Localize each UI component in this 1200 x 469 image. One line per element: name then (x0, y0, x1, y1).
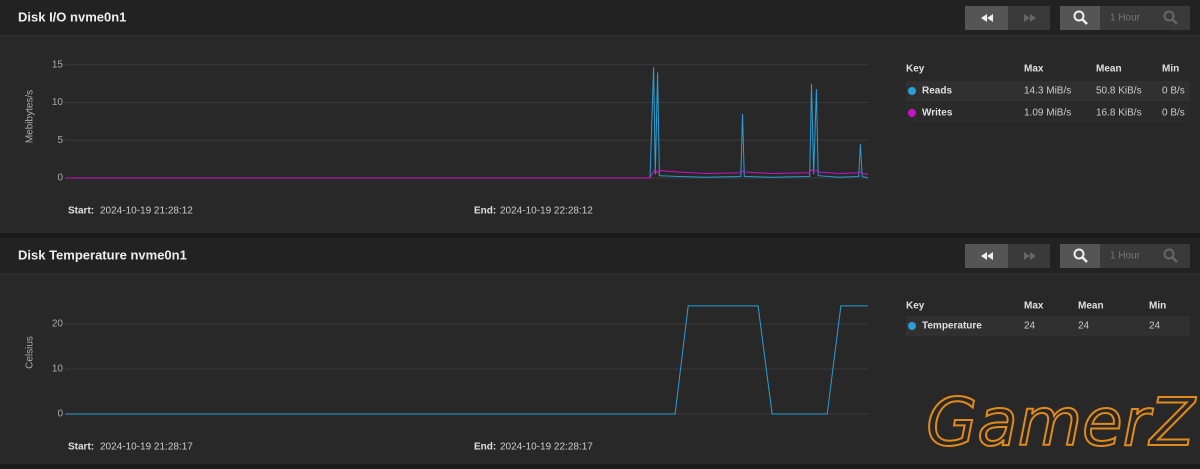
zoom-icon (1073, 10, 1085, 22)
legend-header: Mean (1096, 64, 1122, 75)
zoom-in-button[interactable] (1150, 244, 1190, 268)
zoom-icon (1171, 256, 1178, 263)
legend-header: Min (1149, 301, 1166, 312)
y-axis-label: Mebibytes/s (25, 90, 36, 143)
range-label: 1 Hour (1110, 13, 1141, 24)
watermark: GamerZ (926, 384, 1197, 461)
legend-header: Key (906, 64, 925, 75)
legend-stat: 24 (1149, 321, 1161, 332)
zoom-icon (1081, 18, 1088, 25)
range-button[interactable] (1100, 244, 1150, 268)
legend-name: Writes (922, 108, 953, 119)
legend-header: Key (906, 301, 925, 312)
legend-header: Mean (1078, 301, 1104, 312)
end-label: End: (474, 206, 496, 217)
zoom-out-button[interactable] (1060, 6, 1100, 30)
legend-stat: 14.3 MiB/s (1024, 86, 1071, 97)
start-label: Start: (68, 442, 94, 453)
series-line (65, 168, 869, 179)
y-tick-label: 5 (57, 135, 63, 146)
panel-title: Disk Temperature nvme0n1 (18, 247, 187, 262)
y-tick-label: 10 (52, 97, 64, 108)
forward-icon (1024, 14, 1036, 22)
zoom-out-button[interactable] (1060, 244, 1100, 268)
back-icon (981, 252, 993, 260)
range-button[interactable] (1100, 6, 1150, 30)
zoom-icon (1171, 18, 1178, 25)
zoom-icon (1081, 256, 1088, 263)
legend-name: Reads (922, 86, 952, 97)
zoom-in-button[interactable] (1150, 6, 1190, 30)
legend-header: Min (1162, 64, 1179, 75)
legend-header: Max (1024, 301, 1044, 312)
end-label: End: (474, 442, 496, 453)
series-line (65, 67, 869, 179)
legend-stat: 24 (1078, 321, 1090, 332)
legend-name: Temperature (922, 321, 982, 332)
y-axis-label: Celsius (25, 336, 36, 369)
y-tick-label: 10 (52, 364, 64, 375)
legend-stat: 0 B/s (1162, 108, 1185, 119)
end-value: 2024-10-19 22:28:12 (500, 206, 593, 217)
legend-stat: 0 B/s (1162, 86, 1185, 97)
y-tick-label: 0 (57, 409, 63, 420)
zoom-icon (1163, 10, 1175, 22)
legend-stat: 50.8 KiB/s (1096, 86, 1142, 97)
y-tick-label: 20 (52, 319, 64, 330)
start-value: 2024-10-19 21:28:12 (100, 206, 193, 217)
series-line (65, 305, 868, 415)
legend-header: Max (1024, 64, 1044, 75)
zoom-icon (1073, 248, 1085, 260)
back-icon (981, 14, 993, 22)
legend-swatch (908, 87, 916, 95)
legend-stat: 24 (1024, 321, 1036, 332)
zoom-icon (1163, 248, 1175, 260)
legend-swatch (908, 109, 916, 117)
forward-icon (1024, 252, 1036, 260)
legend-stat: 1.09 MiB/s (1024, 108, 1071, 119)
legend-row (906, 316, 1190, 336)
end-value: 2024-10-19 22:28:17 (500, 442, 593, 453)
legend-row (906, 103, 1190, 123)
panel (0, 238, 1200, 464)
range-label: 1 Hour (1110, 251, 1141, 262)
legend-row (906, 81, 1190, 101)
legend-swatch (908, 322, 916, 330)
panel-title: Disk I/O nvme0n1 (18, 9, 126, 24)
legend-stat: 16.8 KiB/s (1096, 108, 1142, 119)
y-tick-label: 15 (52, 59, 64, 70)
start-value: 2024-10-19 21:28:17 (100, 442, 193, 453)
y-tick-label: 0 (57, 173, 63, 184)
start-label: Start: (68, 206, 94, 217)
